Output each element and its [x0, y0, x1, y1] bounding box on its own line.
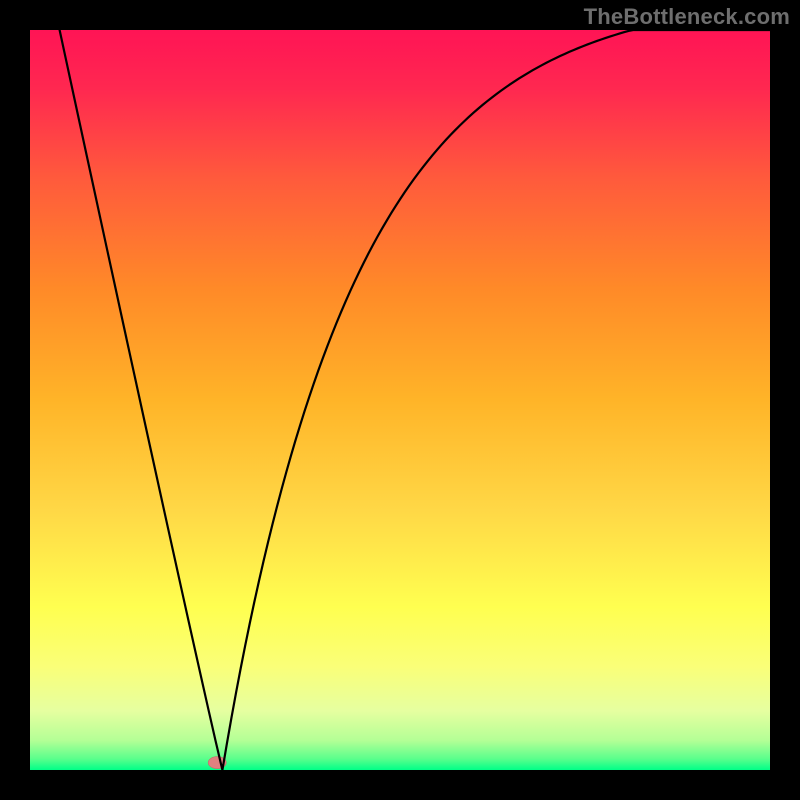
chart-frame: TheBottleneck.com	[0, 0, 800, 800]
curve-layer	[30, 30, 770, 770]
plot-area	[30, 30, 770, 770]
watermark-text: TheBottleneck.com	[584, 4, 790, 30]
bottleneck-curve	[60, 30, 770, 770]
